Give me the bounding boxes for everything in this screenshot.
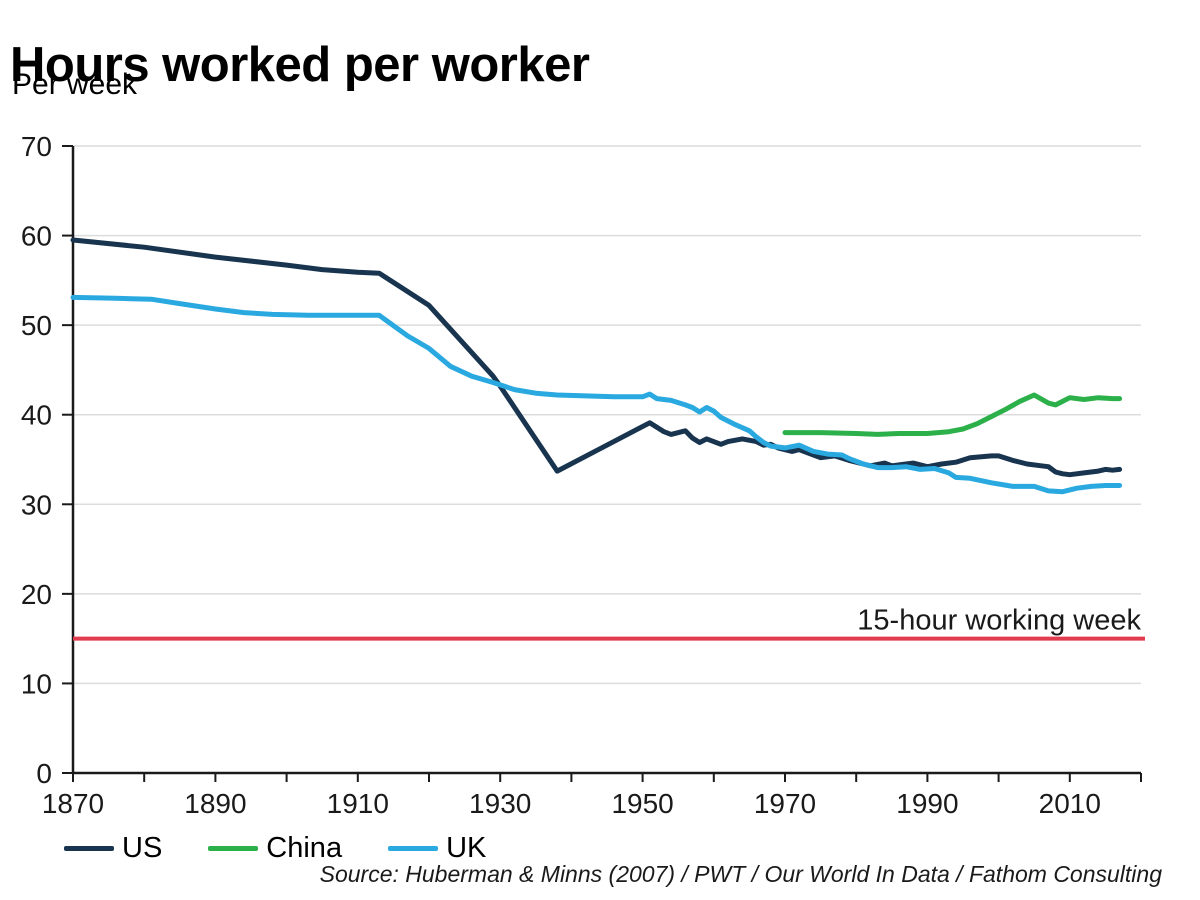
chart-title: Hours worked per worker [10, 37, 590, 92]
x-tick-label: 1930 [469, 788, 531, 819]
legend-label-china: China [266, 832, 343, 864]
legend-swatch-china [208, 846, 259, 851]
y-tick-label: 60 [21, 221, 52, 252]
y-tick-label: 20 [21, 579, 52, 610]
series-line-uk [70, 294, 1123, 495]
x-tick-label: 1870 [42, 788, 104, 819]
legend-swatch-uk [388, 846, 439, 851]
x-tick-label: 1970 [754, 788, 816, 819]
legend: US China UK [64, 832, 486, 865]
chart-subtitle: Per week [12, 68, 138, 101]
y-tick-label: 40 [21, 400, 52, 431]
legend-swatch-us [64, 846, 114, 851]
x-tick-label: 2010 [1039, 788, 1101, 819]
y-tick-label: 0 [36, 758, 52, 789]
series-line-china [782, 392, 1123, 437]
legend-label-uk: UK [446, 832, 487, 864]
legend-item-us: US [64, 832, 162, 865]
x-tick-label: 1950 [611, 788, 673, 819]
x-tick-label: 1890 [184, 788, 246, 819]
y-tick-label: 10 [21, 668, 52, 699]
x-tick-label: 1990 [896, 788, 958, 819]
y-tick-label: 70 [21, 131, 52, 162]
legend-label-us: US [122, 832, 163, 864]
source-note: Source: Huberman & Minns (2007) / PWT / … [319, 861, 1162, 887]
series-line-us [70, 237, 1123, 478]
legend-item-uk: UK [388, 832, 486, 865]
y-tick-label: 30 [21, 489, 52, 520]
legend-item-china: China [208, 832, 342, 865]
reference-line-label: 15-hour working week [857, 605, 1141, 637]
y-tick-label: 50 [21, 310, 52, 341]
x-tick-label: 1910 [327, 788, 389, 819]
